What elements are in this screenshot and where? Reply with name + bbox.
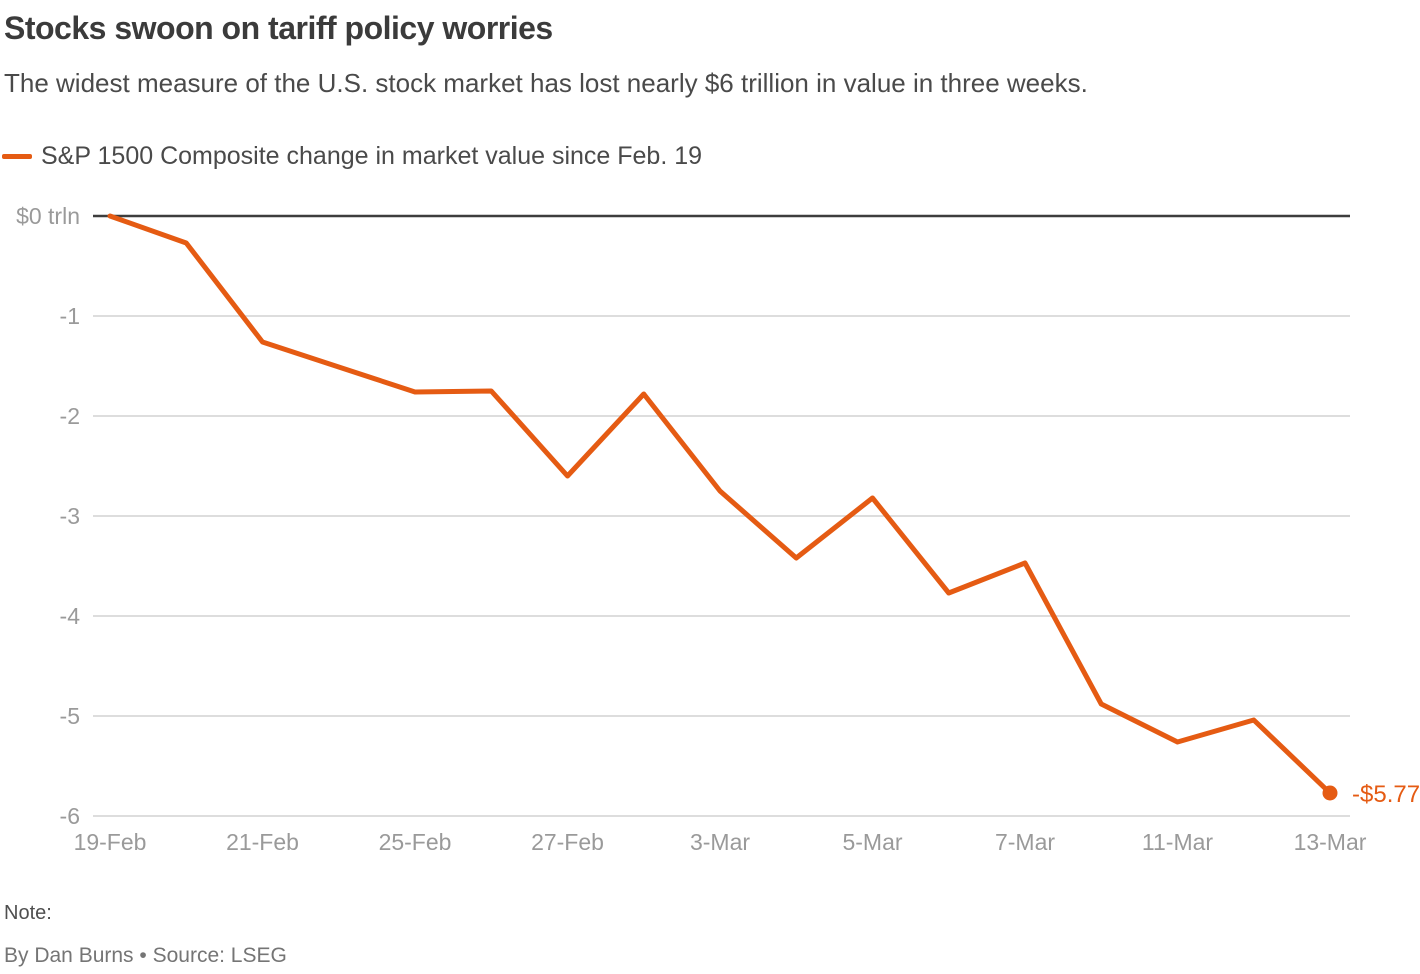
x-axis-label: 11-Mar [1142,829,1213,855]
legend-label: S&P 1500 Composite change in market valu… [41,142,703,170]
x-axis-label: 3-Mar [690,829,750,855]
x-axis-label: 21-Feb [226,829,299,855]
y-axis-label: -6 [60,803,80,829]
y-axis-label: -4 [60,603,81,629]
line-chart: $0 trln -1 -2 -3 -4 -5 -619-Feb 21-Feb 25-Feb 27-… [16,203,1420,855]
y-axis-label: $0 trln [16,203,80,229]
y-axis-label: -2 [60,403,80,429]
note-label: Note: [4,902,52,924]
x-axis-label: 19-Feb [74,829,147,855]
y-axis-label: -1 [60,303,80,329]
chart-subtitle: The widest measure of the U.S. stock mar… [4,68,1088,98]
x-axis-label: 27-Feb [531,829,604,855]
data-line [107,213,1333,796]
x-axis-label: 7-Mar [995,829,1055,855]
byline: By Dan Burns • Source: LSEG [4,944,287,967]
legend-line-swatch [2,154,32,159]
chart-title: Stocks swoon on tariff policy worries [4,10,553,46]
x-axis-label: 13-Mar [1294,829,1367,855]
y-axis-label: -3 [60,503,80,529]
end-point-label: -$5.77 [1352,781,1420,808]
end-point-marker [1322,785,1338,801]
legend: S&P 1500 Composite change in market valu… [2,142,702,171]
x-axis-label: 25-Feb [379,829,452,855]
x-axis-label: 5-Mar [842,829,902,855]
y-axis-label: -5 [60,703,80,729]
